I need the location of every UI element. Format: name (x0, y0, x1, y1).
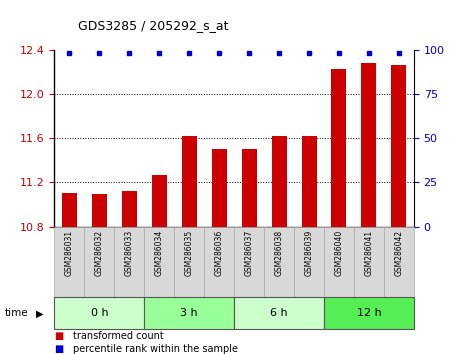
Text: GSM286035: GSM286035 (184, 230, 194, 276)
Bar (272, 136, 287, 227)
Text: GSM286033: GSM286033 (125, 230, 134, 276)
Bar (302, 136, 316, 227)
Text: percentile rank within the sample: percentile rank within the sample (73, 344, 238, 354)
Text: 0 h: 0 h (90, 308, 108, 318)
Text: GSM286031: GSM286031 (65, 230, 74, 276)
Bar (144, 227, 174, 297)
Bar (354, 227, 384, 297)
Text: GSM286036: GSM286036 (215, 230, 224, 276)
Bar (264, 227, 294, 297)
Text: GSM286041: GSM286041 (364, 230, 374, 276)
Bar (384, 227, 414, 297)
Bar (211, 149, 227, 227)
Bar (122, 191, 137, 227)
Text: GSM286032: GSM286032 (95, 230, 104, 276)
Bar (324, 297, 414, 329)
Text: GSM286037: GSM286037 (245, 230, 254, 276)
Bar (234, 227, 264, 297)
Text: 6 h: 6 h (270, 308, 288, 318)
Text: GSM286034: GSM286034 (155, 230, 164, 276)
Bar (54, 297, 144, 329)
Bar (84, 227, 114, 297)
Bar (204, 227, 234, 297)
Bar (54, 227, 84, 297)
Bar (361, 63, 377, 227)
Bar (332, 69, 346, 227)
Bar (234, 297, 324, 329)
Text: ▶: ▶ (35, 308, 43, 318)
Bar (294, 227, 324, 297)
Bar (92, 194, 107, 227)
Bar (324, 227, 354, 297)
Text: time: time (5, 308, 28, 318)
Bar (144, 297, 234, 329)
Text: GSM286042: GSM286042 (394, 230, 403, 276)
Text: ■: ■ (54, 331, 64, 341)
Bar (391, 65, 406, 227)
Text: transformed count: transformed count (73, 331, 164, 341)
Bar (152, 175, 166, 227)
Text: 3 h: 3 h (180, 308, 198, 318)
Text: GSM286039: GSM286039 (305, 230, 314, 276)
Bar (114, 227, 144, 297)
Text: GDS3285 / 205292_s_at: GDS3285 / 205292_s_at (78, 19, 228, 32)
Bar (174, 227, 204, 297)
Text: 12 h: 12 h (357, 308, 381, 318)
Text: GSM286038: GSM286038 (274, 230, 284, 276)
Text: ■: ■ (54, 344, 64, 354)
Bar (62, 193, 77, 227)
Bar (242, 149, 256, 227)
Bar (182, 136, 197, 227)
Text: GSM286040: GSM286040 (334, 230, 343, 276)
